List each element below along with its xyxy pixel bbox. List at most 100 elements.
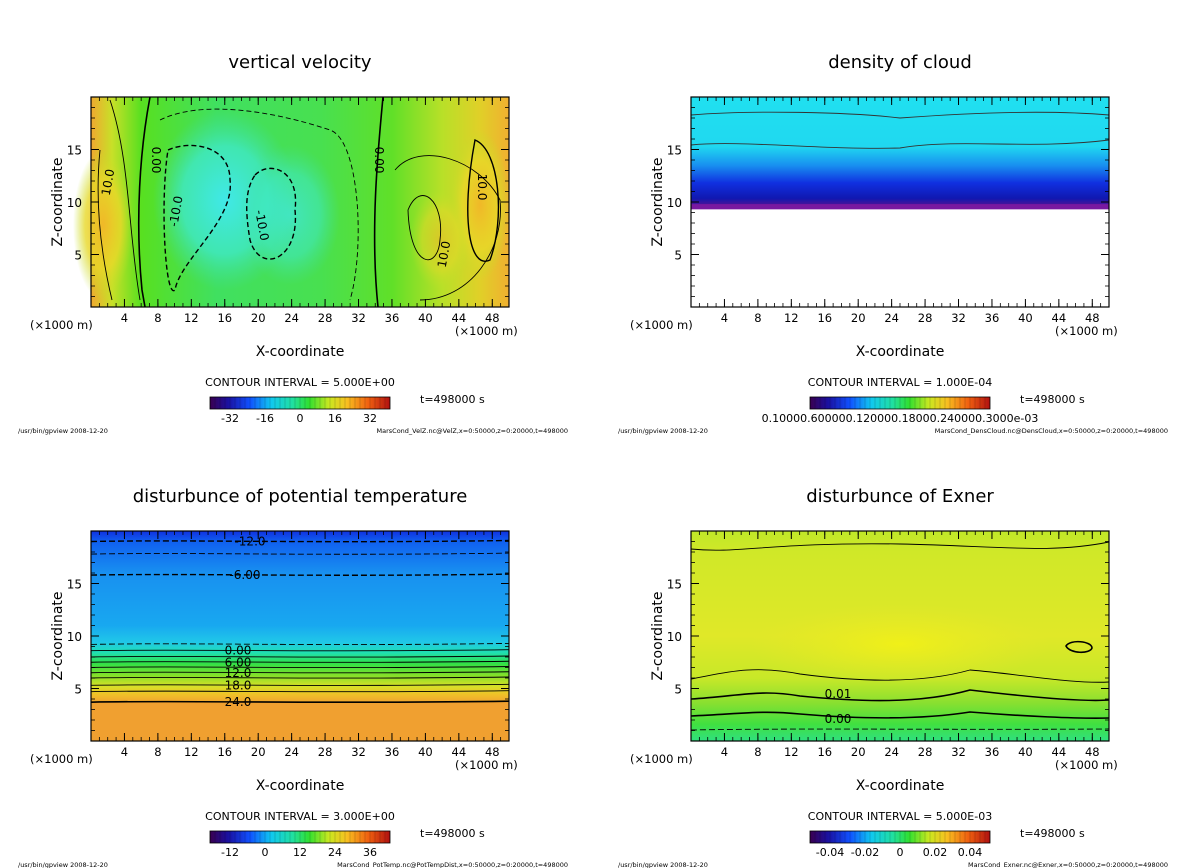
colorbar-tick-label: 36: [363, 846, 377, 859]
y-tick-label: 15: [667, 144, 682, 158]
colorbar-tick-label: 16: [328, 412, 342, 425]
time-stamp: t=498000 s: [420, 393, 485, 406]
contour-line: [90, 573, 510, 576]
x-tick-label: 12: [784, 311, 799, 325]
colorbar-tick-label: 12: [293, 846, 307, 859]
x-unit-label-right: (×1000 m): [1055, 758, 1118, 772]
x-unit-label-left: (×1000 m): [30, 318, 93, 332]
colorbar-tick-label: 32: [363, 412, 377, 425]
x-tick-label: 12: [184, 745, 199, 759]
x-tick-label: 48: [485, 311, 500, 325]
colorbar-tick-label: 0.10000.600000.120000.18000.240000.3000e…: [762, 412, 1039, 425]
x-unit-label-left: (×1000 m): [630, 752, 693, 766]
x-tick-label: 8: [154, 745, 161, 759]
contour-line: [1065, 640, 1093, 654]
x-tick-label: 28: [318, 311, 333, 325]
colorbar-tick-label: 0: [897, 846, 904, 859]
x-unit-label-right: (×1000 m): [455, 324, 518, 338]
plot-field: 10.0 0.00 -10.0 -10.0 0.00 10.0 10.0: [73, 96, 510, 308]
x-tick-label: 48: [485, 745, 500, 759]
colorbar-tick-label: 0: [262, 846, 269, 859]
contour-line: [90, 666, 510, 669]
contour-line: [467, 139, 500, 262]
field-cloud-base: [691, 204, 1109, 210]
contour-line: [90, 676, 510, 679]
contour-interval-caption: CONTOUR INTERVAL = 3.000E+00: [205, 810, 395, 823]
x-tick-label: 12: [784, 745, 799, 759]
x-tick-label: 28: [318, 745, 333, 759]
field-cloud-layer: [691, 97, 1109, 208]
y-tick-label: 15: [67, 578, 82, 592]
colorbar-tick-label: 0: [297, 412, 304, 425]
contour-label: -6.00: [229, 568, 260, 582]
y-tick-label: 10: [67, 630, 82, 644]
colorbar-tick-label: -12: [221, 846, 239, 859]
x-tick-label: 40: [418, 745, 433, 759]
y-tick-label: 10: [667, 196, 682, 210]
chart-title: vertical velocity: [228, 52, 372, 73]
footer-right: MarsCond_VelZ.nc@VelZ,x=0:50000,z=0:2000…: [377, 427, 568, 435]
x-tick-label: 36: [385, 745, 400, 759]
y-tick-label: 10: [67, 196, 82, 210]
x-tick-label: 8: [754, 311, 761, 325]
time-stamp: t=498000 s: [420, 827, 485, 840]
x-tick-label: 16: [817, 311, 832, 325]
x-tick-label: 4: [721, 311, 728, 325]
y-tick-label: 5: [674, 683, 682, 697]
contour-line: [90, 671, 510, 674]
contour-label: -10.0: [166, 195, 185, 228]
x-tick-label: 48: [1085, 745, 1100, 759]
chart-title: density of cloud: [828, 52, 972, 73]
field-background: [91, 531, 509, 741]
contour-label: 0.00: [225, 644, 252, 658]
contour-line: [90, 642, 510, 646]
colorbar-tick-label: 0.04: [958, 846, 983, 859]
contour-line: [90, 649, 510, 652]
colorbar-tick-label: -32: [221, 412, 239, 425]
contour-label: 6.00: [225, 655, 252, 669]
colorbar-tick-label: 0.02: [923, 846, 948, 859]
contour-line: [690, 689, 1110, 702]
x-tick-label: 24: [284, 311, 299, 325]
x-axis-label: X-coordinate: [856, 778, 945, 794]
x-unit-label-left: (×1000 m): [630, 318, 693, 332]
x-tick-label: 4: [721, 745, 728, 759]
panel-3: disturbunce of potential temperature -12.…: [18, 486, 568, 868]
x-tick-label: 44: [1052, 745, 1067, 759]
contour-line: [690, 111, 1110, 119]
x-tick-label: 20: [851, 745, 866, 759]
y-tick-label: 15: [667, 578, 682, 592]
x-tick-label: 36: [985, 745, 1000, 759]
y-axis-label: Z-coordinate: [650, 157, 666, 246]
footer-left: /usr/bin/gpview 2008-12-20: [618, 861, 708, 868]
footer-left: /usr/bin/gpview 2008-12-20: [618, 427, 708, 435]
contour-line: [90, 552, 510, 555]
time-stamp: t=498000 s: [1020, 393, 1085, 406]
contour-label: 10.0: [99, 168, 117, 197]
colorbar-tick-label: -16: [256, 412, 274, 425]
contour-line: [163, 144, 231, 292]
field-maximum: [750, 604, 1050, 684]
field-downdraft-left: [73, 150, 133, 300]
x-tick-label: 16: [817, 745, 832, 759]
y-axis-label: Z-coordinate: [50, 157, 66, 246]
chart-title: disturbunce of potential temperature: [133, 486, 468, 507]
contour-line: [90, 539, 510, 543]
contour-label: 0.00: [825, 712, 852, 726]
x-tick-label: 20: [851, 311, 866, 325]
contour-label: 0.00: [149, 147, 163, 174]
x-tick-label: 4: [121, 311, 128, 325]
y-axis-label: Z-coordinate: [650, 591, 666, 680]
colorbar-tick-label: -0.04: [816, 846, 844, 859]
field-updraft-core: [240, 145, 340, 285]
contour-line: [690, 669, 1110, 683]
contour-interval-caption: CONTOUR INTERVAL = 5.000E+00: [205, 376, 395, 389]
x-tick-label: 36: [985, 311, 1000, 325]
x-tick-label: 28: [918, 311, 933, 325]
contour-line: [90, 690, 510, 693]
x-unit-label-left: (×1000 m): [30, 752, 93, 766]
x-axis-label: X-coordinate: [256, 778, 345, 794]
x-tick-label: 28: [918, 745, 933, 759]
